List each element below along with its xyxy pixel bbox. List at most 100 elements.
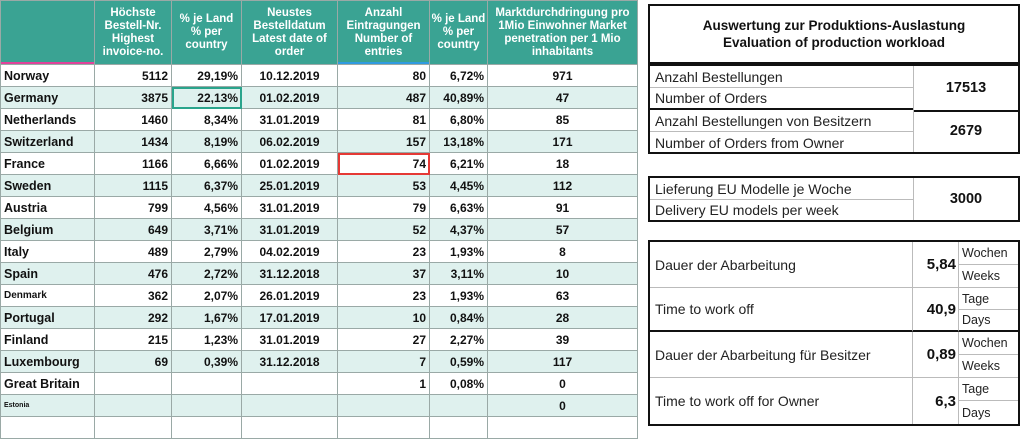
cell-latest-order-date[interactable]: 06.02.2019 xyxy=(241,130,338,153)
cell-highest-invoice[interactable]: 649 xyxy=(94,218,172,241)
cell-highest-invoice[interactable]: 1434 xyxy=(94,130,172,153)
cell-pct-entries[interactable]: 6,80% xyxy=(429,108,488,131)
cell-highest-invoice[interactable] xyxy=(94,394,172,417)
cell-number-of-entries[interactable] xyxy=(337,416,430,439)
cell-highest-invoice[interactable]: 215 xyxy=(94,328,172,351)
cell-pct-per-country[interactable]: 6,66% xyxy=(171,152,242,175)
cell-country[interactable]: France xyxy=(0,152,95,175)
cell-number-of-entries[interactable]: 27 xyxy=(337,328,430,351)
header-pct-entries[interactable]: % je Land % per country xyxy=(429,0,488,65)
cell-market-penetration[interactable]: 0 xyxy=(487,372,638,395)
cell-number-of-entries[interactable]: 23 xyxy=(337,284,430,307)
cell-latest-order-date[interactable] xyxy=(241,372,338,395)
cell-pct-entries[interactable] xyxy=(429,416,488,439)
cell-pct-per-country[interactable]: 1,67% xyxy=(171,306,242,329)
cell-highest-invoice[interactable]: 3875 xyxy=(94,86,172,109)
cell-highest-invoice[interactable]: 69 xyxy=(94,350,172,373)
cell-pct-per-country[interactable]: 0,39% xyxy=(171,350,242,373)
cell-market-penetration[interactable]: 63 xyxy=(487,284,638,307)
cell-number-of-entries[interactable]: 74 xyxy=(337,152,430,175)
cell-latest-order-date[interactable]: 26.01.2019 xyxy=(241,284,338,307)
cell-pct-per-country[interactable]: 2,72% xyxy=(171,262,242,285)
cell-latest-order-date[interactable]: 31.01.2019 xyxy=(241,108,338,131)
cell-pct-entries[interactable]: 0,08% xyxy=(429,372,488,395)
cell-pct-per-country[interactable] xyxy=(171,416,242,439)
cell-highest-invoice[interactable] xyxy=(94,372,172,395)
cell-pct-per-country[interactable]: 2,79% xyxy=(171,240,242,263)
cell-country[interactable]: Belgium xyxy=(0,218,95,241)
cell-pct-per-country[interactable]: 8,19% xyxy=(171,130,242,153)
cell-highest-invoice[interactable]: 5112 xyxy=(94,64,172,87)
cell-pct-entries[interactable]: 4,37% xyxy=(429,218,488,241)
cell-latest-order-date[interactable]: 01.02.2019 xyxy=(241,152,338,175)
cell-market-penetration[interactable]: 10 xyxy=(487,262,638,285)
cell-country[interactable]: Finland xyxy=(0,328,95,351)
cell-pct-per-country[interactable]: 2,07% xyxy=(171,284,242,307)
cell-pct-entries[interactable]: 0,84% xyxy=(429,306,488,329)
header-market-penetration[interactable]: Marktdurchdringung pro 1Mio Einwohner Ma… xyxy=(487,0,638,65)
cell-pct-entries[interactable]: 2,27% xyxy=(429,328,488,351)
cell-number-of-entries[interactable]: 81 xyxy=(337,108,430,131)
cell-number-of-entries[interactable]: 53 xyxy=(337,174,430,197)
cell-number-of-entries[interactable]: 52 xyxy=(337,218,430,241)
cell-pct-entries[interactable]: 4,45% xyxy=(429,174,488,197)
cell-market-penetration[interactable]: 85 xyxy=(487,108,638,131)
cell-latest-order-date[interactable]: 31.01.2019 xyxy=(241,328,338,351)
cell-pct-per-country[interactable]: 1,23% xyxy=(171,328,242,351)
cell-country[interactable] xyxy=(0,416,95,439)
cell-latest-order-date[interactable]: 31.01.2019 xyxy=(241,196,338,219)
cell-number-of-entries[interactable]: 487 xyxy=(337,86,430,109)
cell-pct-per-country[interactable] xyxy=(171,372,242,395)
cell-country[interactable]: Spain xyxy=(0,262,95,285)
cell-pct-entries[interactable]: 6,21% xyxy=(429,152,488,175)
header-latest-order-date[interactable]: Neustes Bestelldatum Latest date of orde… xyxy=(241,0,338,65)
cell-market-penetration[interactable]: 28 xyxy=(487,306,638,329)
cell-pct-per-country[interactable]: 22,13% xyxy=(171,86,242,109)
cell-highest-invoice[interactable]: 292 xyxy=(94,306,172,329)
cell-latest-order-date[interactable]: 31.12.2018 xyxy=(241,350,338,373)
cell-pct-entries[interactable]: 3,11% xyxy=(429,262,488,285)
cell-country[interactable]: Switzerland xyxy=(0,130,95,153)
cell-latest-order-date[interactable]: 01.02.2019 xyxy=(241,86,338,109)
cell-latest-order-date[interactable] xyxy=(241,416,338,439)
header-country[interactable] xyxy=(0,0,95,65)
cell-pct-entries[interactable]: 1,93% xyxy=(429,240,488,263)
cell-latest-order-date[interactable]: 17.01.2019 xyxy=(241,306,338,329)
cell-pct-entries[interactable] xyxy=(429,394,488,417)
cell-country[interactable]: Luxembourg xyxy=(0,350,95,373)
cell-country[interactable]: Italy xyxy=(0,240,95,263)
cell-country[interactable]: Norway xyxy=(0,64,95,87)
cell-highest-invoice[interactable]: 1166 xyxy=(94,152,172,175)
cell-pct-per-country[interactable] xyxy=(171,394,242,417)
cell-number-of-entries[interactable]: 23 xyxy=(337,240,430,263)
cell-latest-order-date[interactable] xyxy=(241,394,338,417)
cell-highest-invoice[interactable]: 1460 xyxy=(94,108,172,131)
cell-market-penetration[interactable] xyxy=(487,416,638,439)
cell-country[interactable]: Estonia xyxy=(0,394,95,417)
cell-pct-entries[interactable]: 13,18% xyxy=(429,130,488,153)
duration-days-value[interactable]: 40,9 xyxy=(912,288,958,332)
cell-market-penetration[interactable]: 8 xyxy=(487,240,638,263)
cell-latest-order-date[interactable]: 31.12.2018 xyxy=(241,262,338,285)
cell-pct-per-country[interactable]: 6,37% xyxy=(171,174,242,197)
orders-value[interactable]: 17513 xyxy=(913,66,1018,112)
cell-number-of-entries[interactable]: 1 xyxy=(337,372,430,395)
cell-pct-entries[interactable]: 6,72% xyxy=(429,64,488,87)
delivery-value[interactable]: 3000 xyxy=(913,178,1018,220)
cell-country[interactable]: Germany xyxy=(0,86,95,109)
cell-latest-order-date[interactable]: 10.12.2019 xyxy=(241,64,338,87)
cell-highest-invoice[interactable]: 362 xyxy=(94,284,172,307)
cell-pct-entries[interactable]: 1,93% xyxy=(429,284,488,307)
cell-pct-per-country[interactable]: 8,34% xyxy=(171,108,242,131)
cell-number-of-entries[interactable]: 10 xyxy=(337,306,430,329)
cell-number-of-entries[interactable]: 79 xyxy=(337,196,430,219)
cell-highest-invoice[interactable]: 1115 xyxy=(94,174,172,197)
cell-market-penetration[interactable]: 117 xyxy=(487,350,638,373)
cell-number-of-entries[interactable]: 157 xyxy=(337,130,430,153)
cell-pct-per-country[interactable]: 3,71% xyxy=(171,218,242,241)
cell-market-penetration[interactable]: 112 xyxy=(487,174,638,197)
cell-pct-entries[interactable]: 40,89% xyxy=(429,86,488,109)
cell-country[interactable]: Denmark xyxy=(0,284,95,307)
cell-market-penetration[interactable]: 171 xyxy=(487,130,638,153)
header-pct-per-country[interactable]: % je Land % per country xyxy=(171,0,242,65)
